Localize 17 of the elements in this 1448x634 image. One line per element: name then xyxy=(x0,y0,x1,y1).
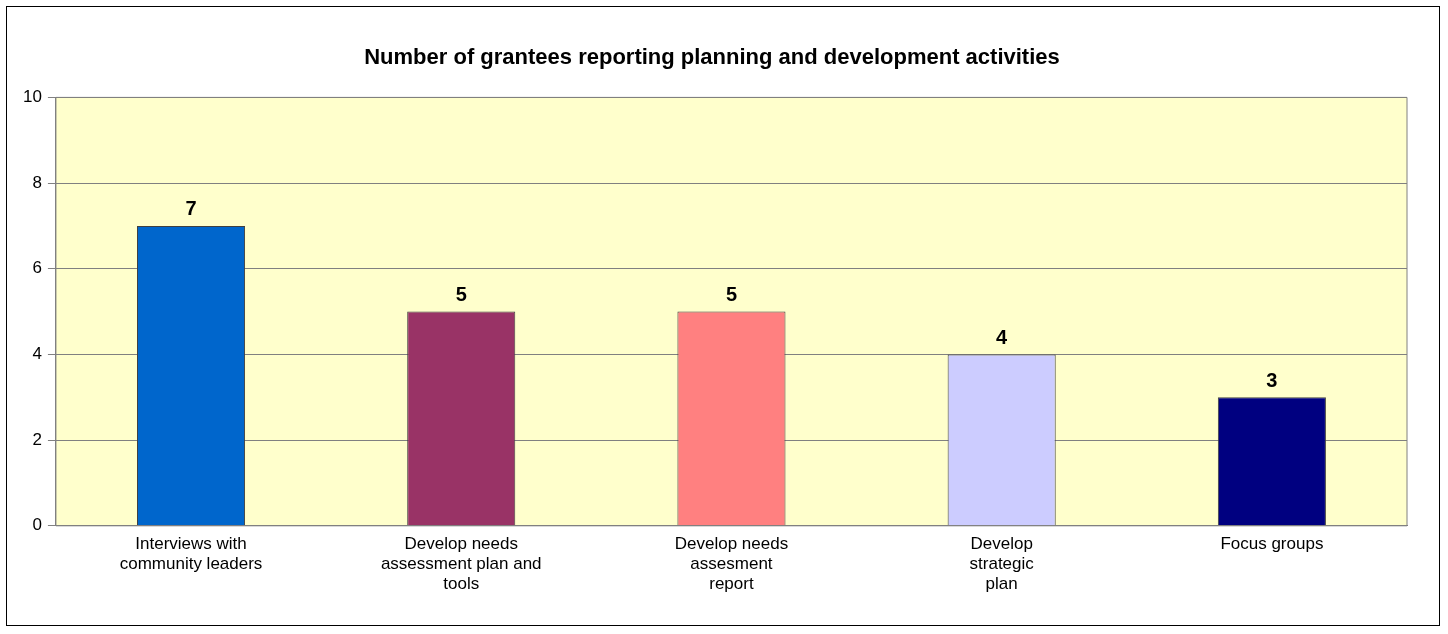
y-tick-label: 0 xyxy=(32,515,42,535)
x-tick-label: Interviews with community leaders xyxy=(119,533,263,574)
x-tick-label: Develop needs assesment report xyxy=(674,533,789,594)
x-tick-label: Focus groups xyxy=(1220,533,1324,553)
y-tick-label: 6 xyxy=(32,258,42,278)
data-label: 3 xyxy=(1266,368,1278,391)
y-tick-label: 2 xyxy=(32,429,42,449)
y-tick-label: 8 xyxy=(32,172,42,192)
data-label: 4 xyxy=(996,325,1009,348)
data-label: 5 xyxy=(725,283,738,306)
data-label: 7 xyxy=(185,197,197,220)
data-label: 5 xyxy=(455,283,467,306)
x-tick-label: Develop needs assessment plan and tools xyxy=(380,533,542,594)
x-tick-label: Develop strategic plan xyxy=(969,533,1035,594)
chart-title: Number of grantees reporting planning and development activities xyxy=(364,44,1060,70)
y-tick-label: 10 xyxy=(22,87,42,107)
y-tick-label: 4 xyxy=(32,344,42,364)
